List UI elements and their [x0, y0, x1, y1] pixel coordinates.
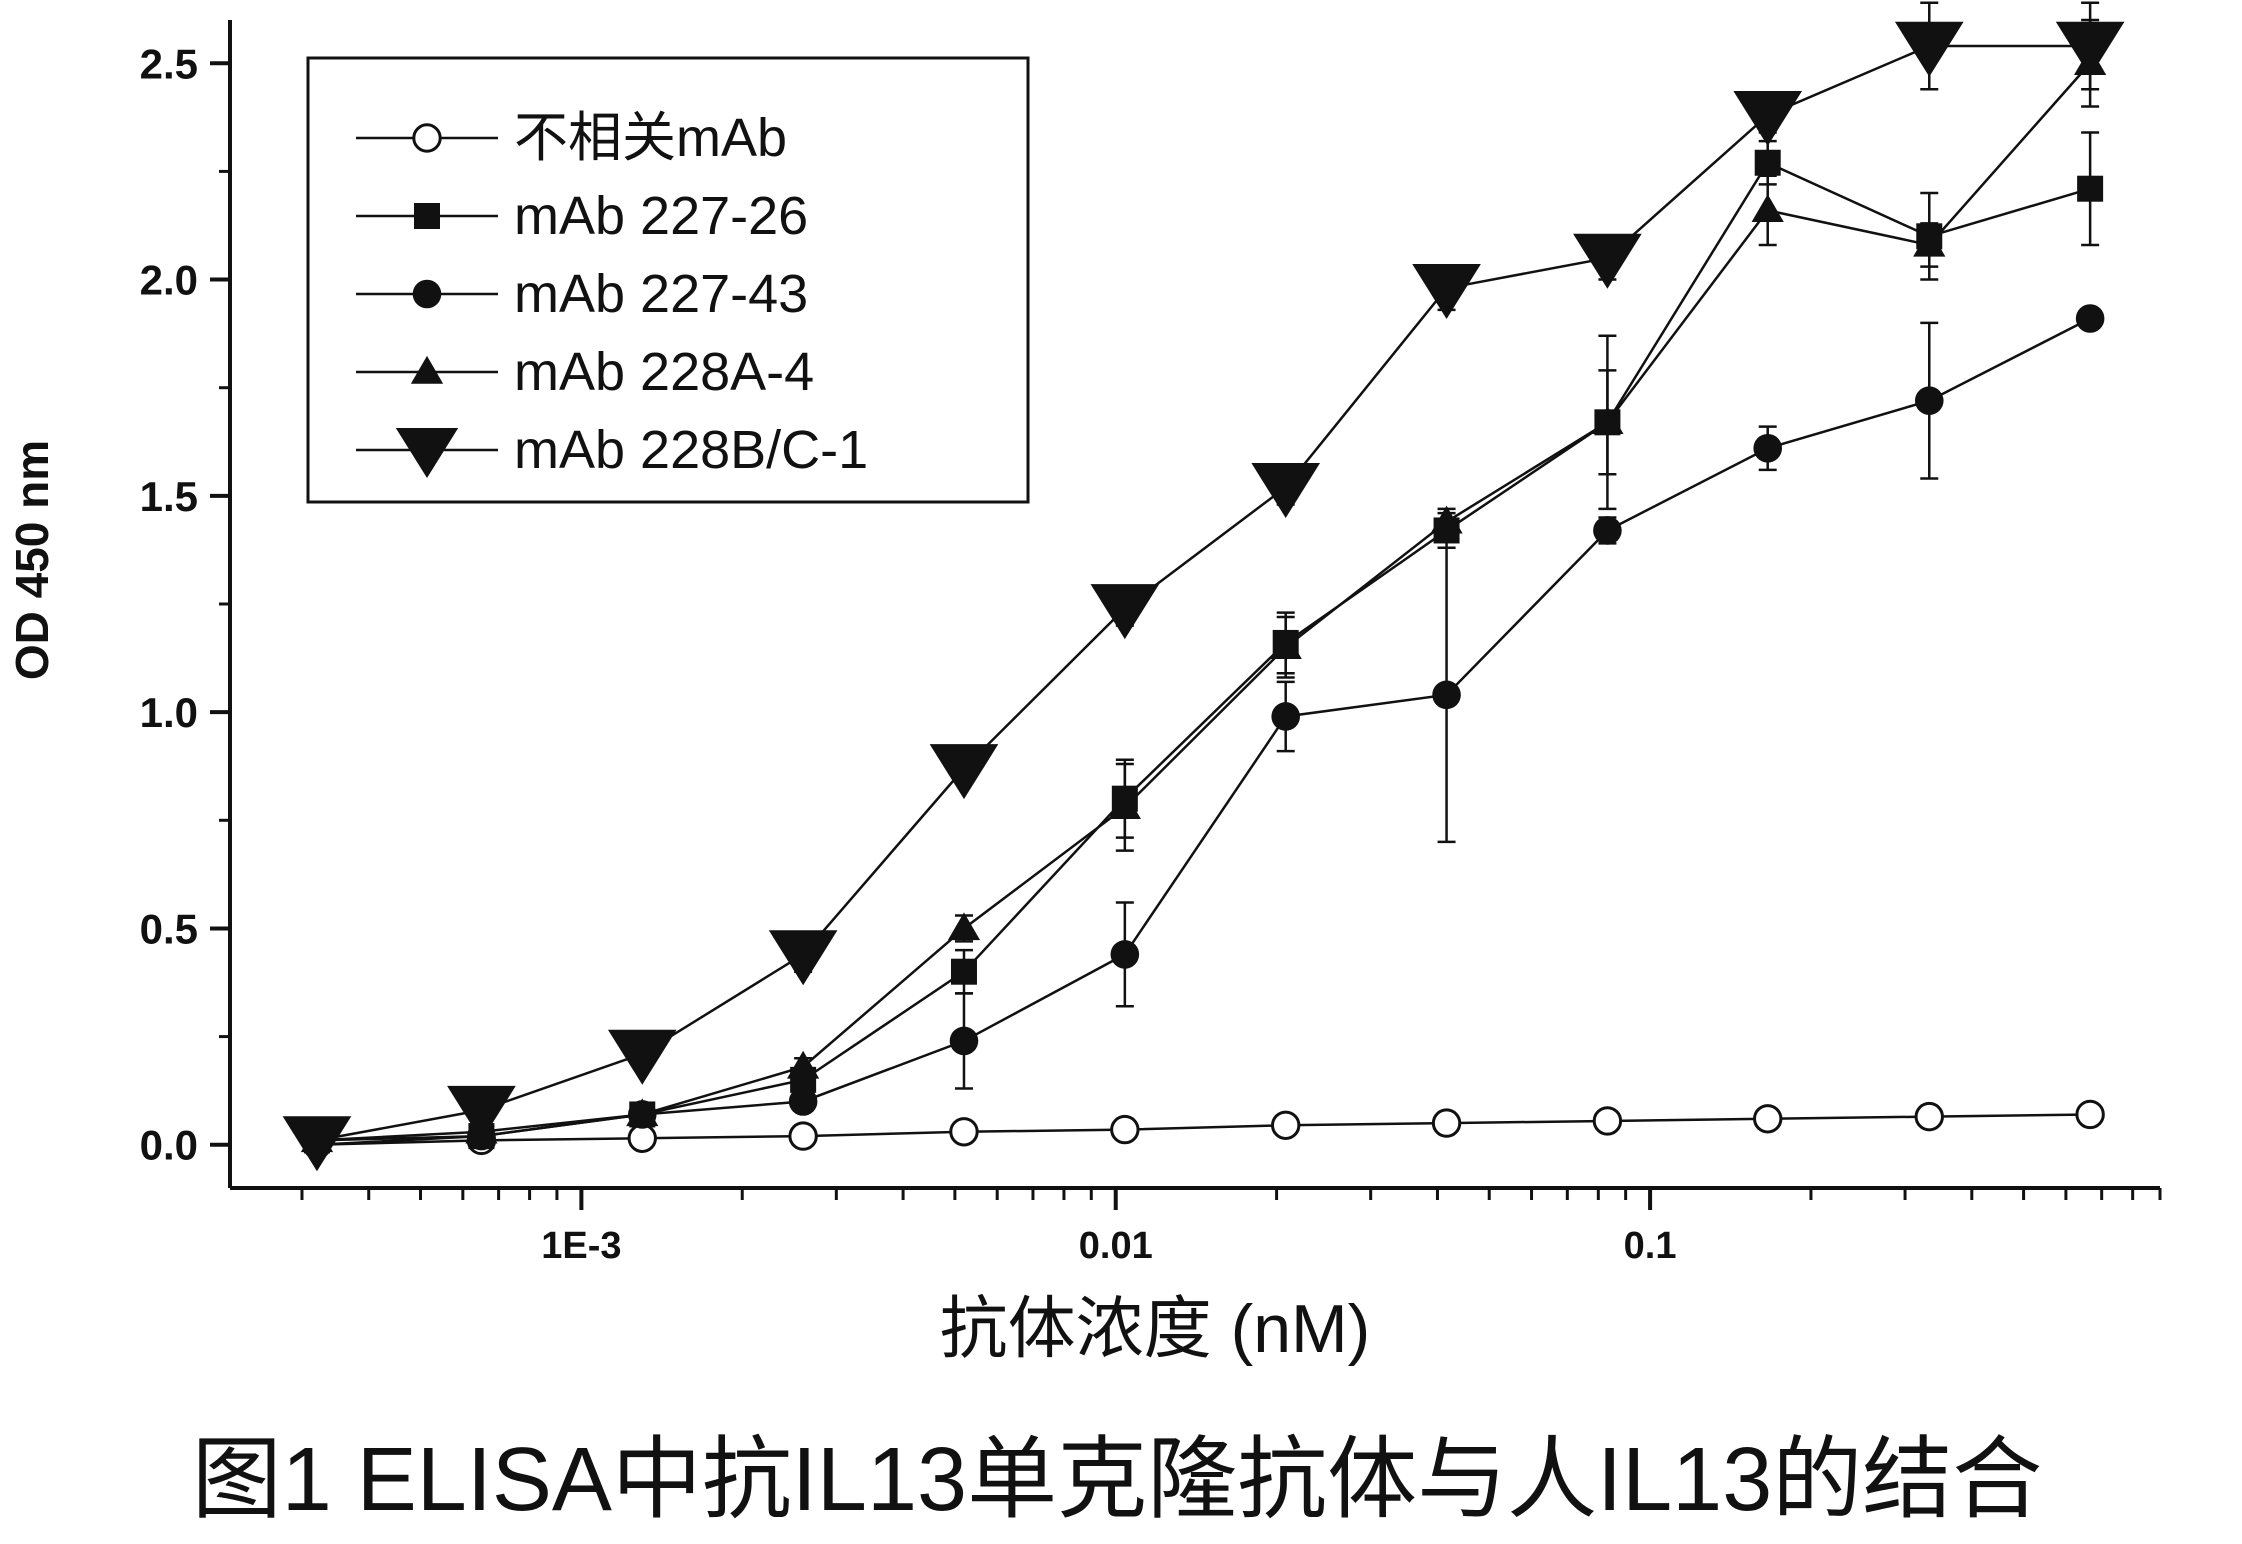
x-tick-label: 0.1 — [1624, 1225, 1677, 1267]
data-point — [788, 1087, 818, 1116]
data-point — [626, 1098, 659, 1127]
data-point — [949, 1117, 979, 1147]
data-point — [1591, 406, 1624, 435]
legend-entry: 不相关mAb — [356, 108, 787, 168]
data-point — [1913, 228, 1946, 257]
series-layer — [282, 1, 2125, 1172]
y-tick-label: 2.0 — [140, 257, 198, 304]
series-5 — [282, 1, 2125, 1172]
data-point — [447, 1085, 516, 1141]
y-tick-label: 2.5 — [140, 40, 198, 87]
legend-marker — [410, 355, 444, 384]
y-tick-label: 1.5 — [140, 473, 198, 520]
data-point — [1108, 791, 1141, 820]
data-point — [627, 1123, 657, 1153]
data-point — [1090, 584, 1160, 640]
data-point — [1110, 1114, 1140, 1145]
data-point — [929, 744, 999, 800]
legend-label: mAb 227-43 — [514, 264, 808, 324]
legend-label: mAb 228B/C-1 — [514, 420, 868, 480]
legend-marker — [395, 428, 459, 478]
legend-marker — [412, 279, 442, 309]
figure-caption: 图1 ELISA中抗IL13单克隆抗体与人IL13的结合 — [192, 1430, 2043, 1530]
legend-entry: mAb 227-43 — [356, 264, 808, 324]
data-point — [1894, 21, 1964, 77]
y-tick-label: 1.0 — [140, 689, 198, 736]
series-4 — [300, 18, 2107, 1153]
legend-entry: mAb 227-26 — [356, 186, 808, 246]
y-tick-label: 0.0 — [140, 1122, 198, 1169]
data-point — [1914, 1101, 1944, 1132]
ticks-layer: 0.0 0.5 1.0 1.5 2.0 2.5 1E-3 0.01 0.1 — [140, 40, 2162, 1267]
data-point — [2077, 175, 2104, 202]
data-point — [1914, 386, 1944, 415]
data-point — [1753, 1104, 1783, 1134]
data-point — [1251, 463, 1321, 518]
data-point — [1269, 631, 1302, 659]
data-point — [1271, 702, 1300, 731]
data-point — [1754, 149, 1781, 176]
data-point — [950, 958, 977, 985]
data-point — [1592, 1106, 1623, 1136]
legend-marker — [414, 203, 440, 229]
y-tick-label: 0.5 — [140, 905, 198, 952]
data-point — [282, 1116, 352, 1172]
data-point — [1431, 1108, 1462, 1138]
data-point — [2055, 21, 2125, 77]
data-point — [787, 1050, 820, 1079]
data-point — [947, 912, 981, 941]
series-line — [316, 62, 2092, 1142]
data-point — [1430, 505, 1463, 534]
data-point — [1573, 233, 1642, 289]
legend-marker — [412, 123, 442, 153]
data-point — [949, 1026, 979, 1056]
legend-label: mAb 228A-4 — [514, 342, 814, 402]
data-point — [788, 1121, 818, 1151]
data-point — [768, 930, 838, 986]
data-point — [1733, 90, 1803, 146]
legend-label: mAb 227-26 — [514, 186, 808, 246]
data-point — [607, 1029, 677, 1085]
legend-entry: mAb 228A-4 — [356, 342, 814, 402]
data-point — [1753, 433, 1783, 463]
data-point — [1412, 264, 1481, 320]
y-axis-label: OD 450 nm — [6, 440, 58, 680]
data-point — [1110, 940, 1140, 969]
data-point — [1751, 194, 1784, 223]
x-tick-label: 0.01 — [1079, 1225, 1153, 1267]
series-line — [316, 1113, 2091, 1146]
x-tick-label: 1E-3 — [541, 1225, 621, 1267]
data-point — [1270, 1110, 1301, 1140]
data-point — [1593, 516, 1622, 545]
legend: 不相关mAb mAb 227-26 mAb 227-43 mAb 228A-4 mAb … — [306, 56, 1030, 504]
data-point — [2075, 304, 2105, 333]
data-point — [2075, 1099, 2105, 1130]
legend-entry: mAb 228B/C-1 — [356, 420, 868, 480]
x-axis-label: 抗体浓度 (nM) — [940, 1291, 1371, 1367]
series-line — [316, 44, 2091, 1142]
data-point — [1432, 680, 1461, 710]
legend-label: 不相关mAb — [514, 108, 787, 168]
